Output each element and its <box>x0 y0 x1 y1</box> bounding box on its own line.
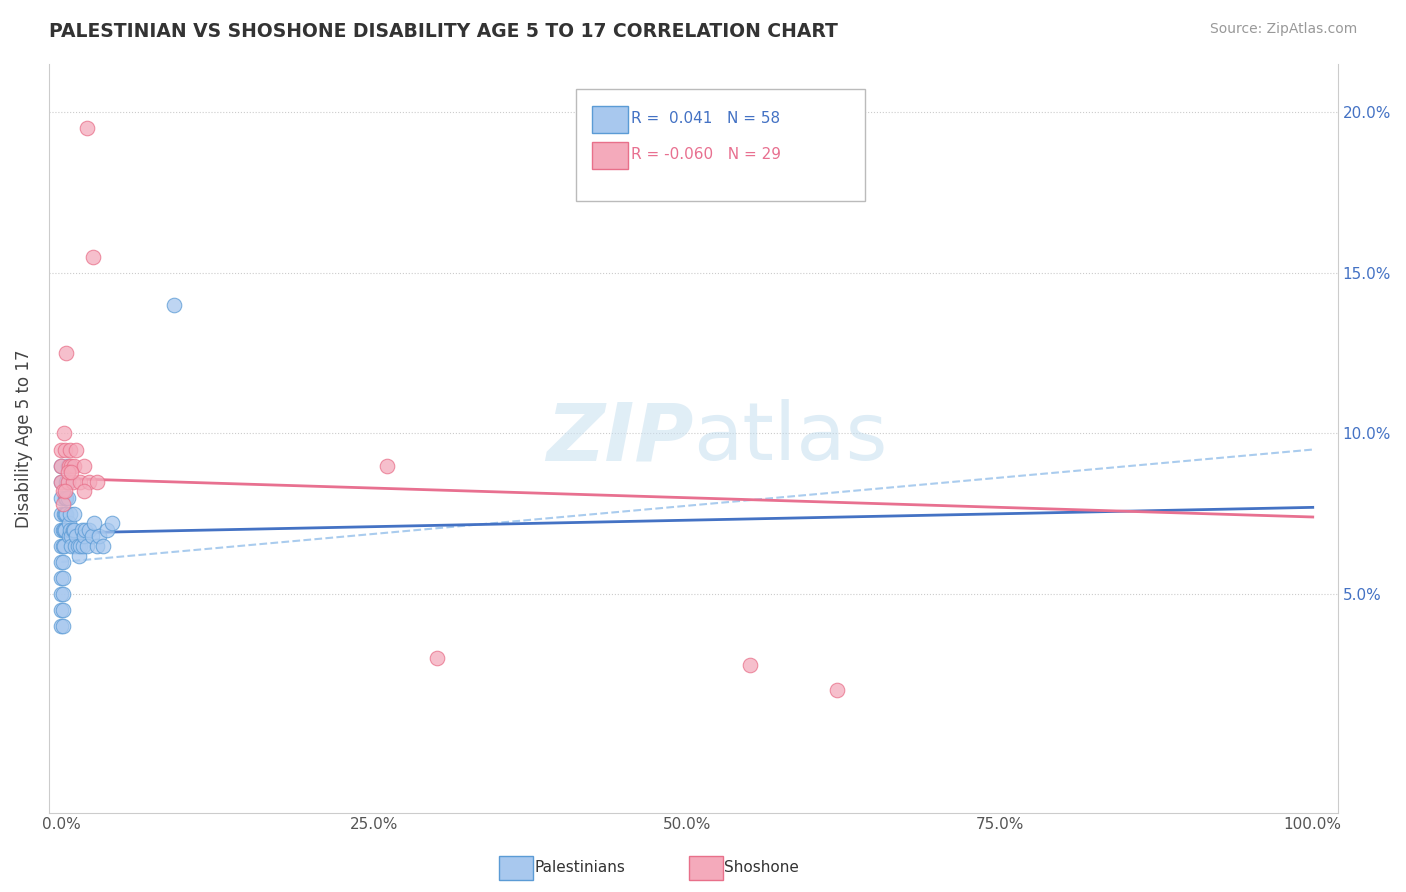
Point <box>163 298 186 312</box>
Point <box>51 475 73 489</box>
Point <box>53 442 76 457</box>
Point <box>51 603 73 617</box>
Point <box>51 619 73 633</box>
Point <box>56 458 79 473</box>
Text: ZIP: ZIP <box>546 400 693 477</box>
Text: atlas: atlas <box>693 400 887 477</box>
Point <box>52 619 75 633</box>
Point <box>76 539 98 553</box>
Point <box>63 523 86 537</box>
Point <box>55 475 77 489</box>
Point <box>53 539 76 553</box>
Point <box>52 571 75 585</box>
Point <box>100 516 122 531</box>
Point <box>86 475 108 489</box>
Point <box>62 475 84 489</box>
Point <box>52 484 75 499</box>
Point <box>51 458 73 473</box>
Point <box>52 539 75 553</box>
Point <box>65 529 87 543</box>
Point <box>72 539 94 553</box>
Text: Shoshone: Shoshone <box>724 860 799 874</box>
Point <box>52 555 75 569</box>
Point <box>51 555 73 569</box>
Point <box>59 523 82 537</box>
Point <box>73 484 96 499</box>
Point <box>60 529 83 543</box>
Point <box>56 465 79 479</box>
Point <box>51 491 73 505</box>
Point <box>51 523 73 537</box>
Point <box>96 523 118 537</box>
Point <box>53 426 76 441</box>
Point <box>70 523 93 537</box>
Point <box>59 442 82 457</box>
Point <box>426 651 449 665</box>
Point <box>77 523 100 537</box>
Point <box>738 657 761 672</box>
Point <box>62 523 84 537</box>
Point <box>53 507 76 521</box>
Point <box>52 497 75 511</box>
Point <box>58 529 80 543</box>
Point <box>59 507 82 521</box>
Point <box>53 523 76 537</box>
Point <box>58 458 80 473</box>
Text: PALESTINIAN VS SHOSHONE DISABILITY AGE 5 TO 17 CORRELATION CHART: PALESTINIAN VS SHOSHONE DISABILITY AGE 5… <box>49 22 838 41</box>
Point <box>52 587 75 601</box>
Point <box>67 549 90 563</box>
Point <box>66 539 89 553</box>
Point <box>51 539 73 553</box>
Point <box>77 475 100 489</box>
Point <box>80 529 103 543</box>
Point <box>51 571 73 585</box>
Point <box>52 523 75 537</box>
Point <box>83 516 105 531</box>
Point <box>51 507 73 521</box>
Point <box>51 442 73 457</box>
Point <box>91 539 114 553</box>
Point <box>53 491 76 505</box>
Point <box>69 539 91 553</box>
Point <box>825 683 848 698</box>
Point <box>82 250 104 264</box>
Point <box>56 491 79 505</box>
Point <box>56 475 79 489</box>
Point <box>51 587 73 601</box>
Point <box>53 484 76 499</box>
Point <box>73 458 96 473</box>
Point <box>60 539 83 553</box>
Point <box>58 516 80 531</box>
Point <box>52 603 75 617</box>
Point <box>63 458 86 473</box>
Point <box>86 539 108 553</box>
Point <box>55 346 77 360</box>
Point <box>69 475 91 489</box>
Point <box>375 458 398 473</box>
Point <box>65 442 87 457</box>
Text: R =  0.041   N = 58: R = 0.041 N = 58 <box>631 112 780 126</box>
Point <box>56 475 79 489</box>
Point <box>53 507 76 521</box>
Point <box>63 507 86 521</box>
Text: Palestinians: Palestinians <box>534 860 626 874</box>
Point <box>51 458 73 473</box>
Point <box>65 539 87 553</box>
Text: Source: ZipAtlas.com: Source: ZipAtlas.com <box>1209 22 1357 37</box>
Text: R = -0.060   N = 29: R = -0.060 N = 29 <box>631 147 782 161</box>
Point <box>76 121 98 136</box>
Point <box>55 507 77 521</box>
Point <box>60 458 83 473</box>
Point <box>73 529 96 543</box>
Point <box>51 475 73 489</box>
Point <box>87 529 110 543</box>
Point <box>55 491 77 505</box>
Y-axis label: Disability Age 5 to 17: Disability Age 5 to 17 <box>15 349 32 527</box>
Point <box>75 523 97 537</box>
Point <box>53 523 76 537</box>
Point <box>60 465 83 479</box>
